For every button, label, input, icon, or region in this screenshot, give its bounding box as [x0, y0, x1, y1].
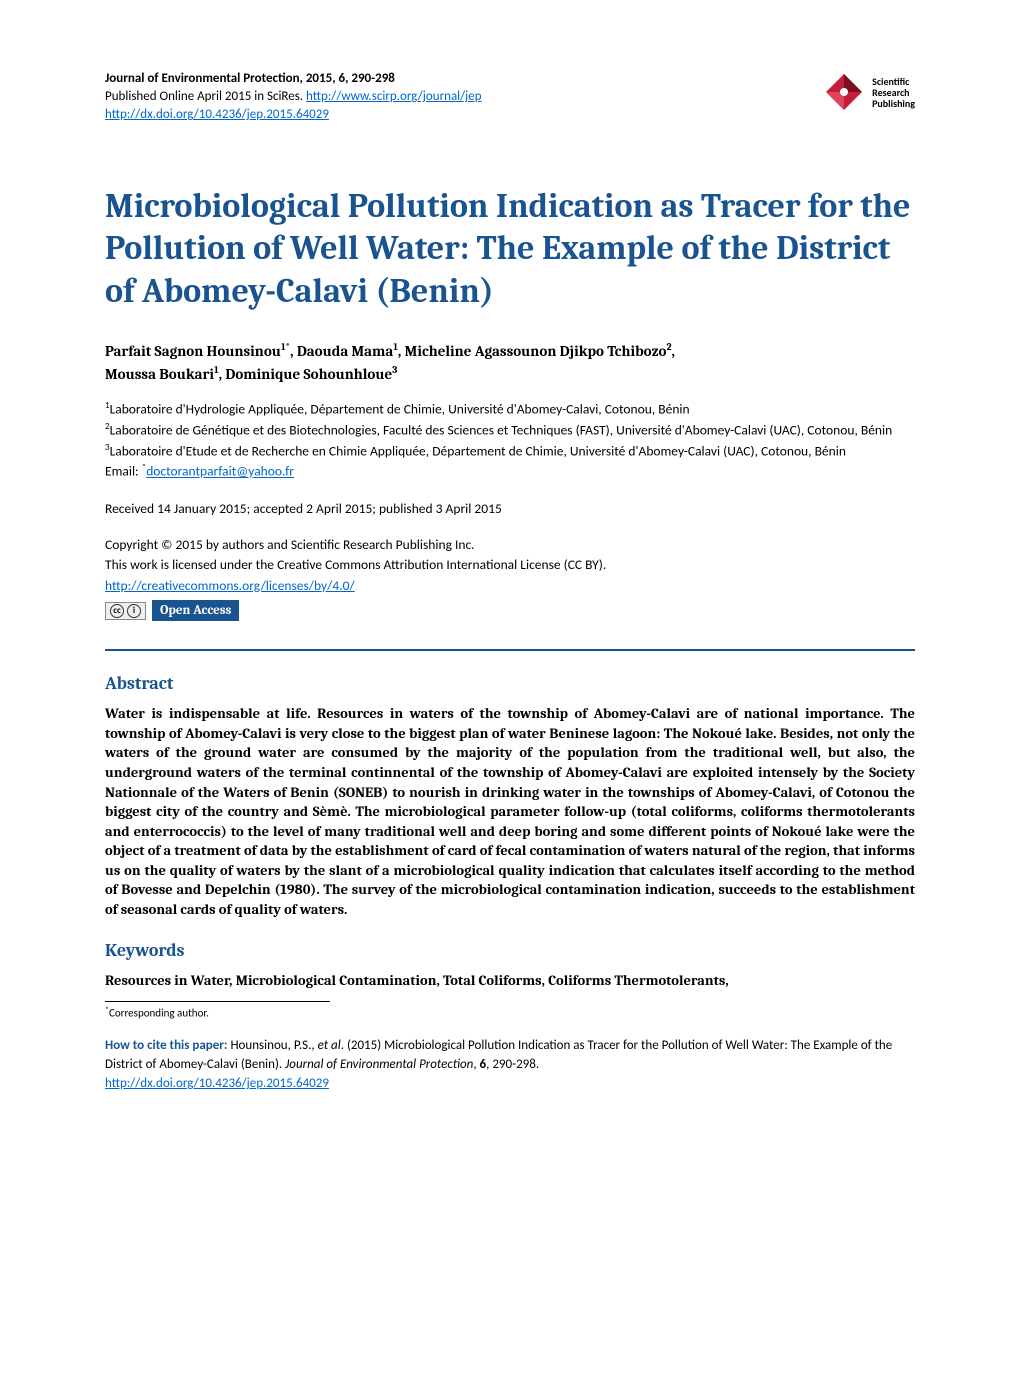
- copyright-block: Copyright © 2015 by authors and Scientif…: [105, 535, 915, 621]
- footnote-divider: [105, 1001, 330, 1002]
- cite-label: How to cite this paper:: [105, 1038, 230, 1053]
- abstract-body: Water is indispensable at life. Resource…: [105, 704, 915, 919]
- cite-url-link[interactable]: http://dx.doi.org/10.4236/jep.2015.64029: [105, 1076, 329, 1091]
- authors-line2: Moussa Boukari1, Dominique Sohounhloue3: [105, 365, 397, 383]
- doi-link[interactable]: http://dx.doi.org/10.4236/jep.2015.64029: [105, 107, 329, 122]
- cc-badge-icon: cc i: [105, 602, 146, 620]
- cite-italic-1: et al: [318, 1038, 341, 1053]
- doi-line: http://dx.doi.org/10.4236/jep.2015.64029: [105, 106, 482, 124]
- footnote: *Corresponding author.: [105, 1005, 915, 1020]
- section-divider: [105, 649, 915, 651]
- authors-line1: Parfait Sagnon Hounsinou1*, Daouda Mama1…: [105, 342, 675, 360]
- publisher-name-l2: Research: [872, 87, 915, 98]
- authors: Parfait Sagnon Hounsinou1*, Daouda Mama1…: [105, 340, 915, 385]
- cc-circle-2: i: [127, 604, 141, 618]
- publisher-name-l1: Scientific: [872, 76, 915, 87]
- abstract-heading: Abstract: [105, 673, 915, 694]
- dates-line: Received 14 January 2015; accepted 2 Apr…: [105, 500, 915, 517]
- email-label: Email:: [105, 463, 142, 480]
- copyright-line1: Copyright © 2015 by authors and Scientif…: [105, 535, 915, 555]
- affiliation-2: 2Laboratoire de Génétique et des Biotech…: [105, 420, 915, 441]
- open-access-badge: Open Access: [152, 600, 239, 622]
- journal-info: Journal of Environmental Protection, 201…: [105, 70, 482, 125]
- scires-link[interactable]: http://www.scirp.org/journal/jep: [306, 89, 482, 104]
- publisher-name: Scientific Research Publishing: [872, 76, 915, 109]
- cc-circle-1: cc: [110, 604, 124, 618]
- email-link[interactable]: doctorantparfait@yahoo.fr: [146, 463, 294, 480]
- published-line: Published Online April 2015 in SciRes. h…: [105, 88, 482, 106]
- published-prefix: Published Online April 2015 in SciRes.: [105, 89, 306, 104]
- page-header: Journal of Environmental Protection, 201…: [105, 70, 915, 125]
- affiliation-1: 1Laboratoire d'Hydrologie Appliquée, Dép…: [105, 399, 915, 420]
- affiliations: 1Laboratoire d'Hydrologie Appliquée, Dép…: [105, 399, 915, 482]
- journal-line: Journal of Environmental Protection, 201…: [105, 70, 482, 88]
- cite-box: How to cite this paper: Hounsinou, P.S.,…: [105, 1037, 915, 1094]
- keywords-heading: Keywords: [105, 940, 915, 961]
- publisher-name-l3: Publishing: [872, 98, 915, 109]
- cite-italic-2: Journal of Environmental Protection: [285, 1057, 473, 1072]
- keywords-body: Resources in Water, Microbiological Cont…: [105, 971, 915, 991]
- copyright-line2: This work is licensed under the Creative…: [105, 555, 915, 575]
- paper-title: Microbiological Pollution Indication as …: [105, 185, 915, 313]
- email-line: Email: *doctorantparfait@yahoo.fr: [105, 461, 915, 482]
- license-link[interactable]: http://creativecommons.org/licenses/by/4…: [105, 577, 355, 594]
- affiliation-3: 3Laboratoire d'Etude et de Recherche en …: [105, 441, 915, 462]
- cite-text-4: , 290-298.: [486, 1057, 539, 1072]
- cc-row: cc i Open Access: [105, 600, 915, 622]
- publisher-logo: Scientific Research Publishing: [822, 70, 915, 114]
- diamond-icon: [822, 70, 866, 114]
- cite-text-1: Hounsinou, P.S.,: [230, 1038, 317, 1053]
